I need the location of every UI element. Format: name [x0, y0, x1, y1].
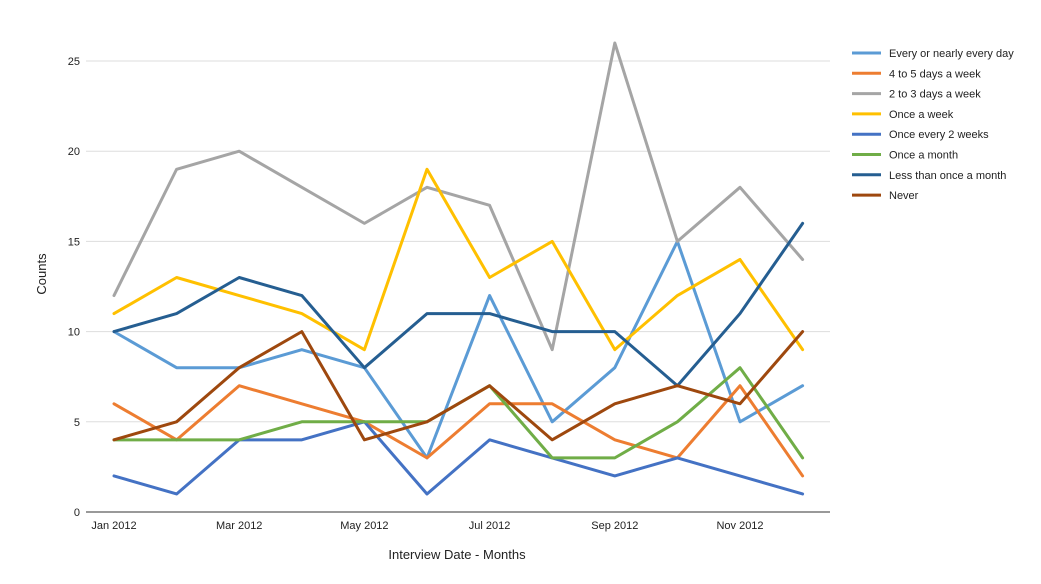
legend-label: Never: [889, 190, 919, 202]
legend-label: Once every 2 weeks: [889, 129, 989, 141]
series-line-once-a-week: [112, 167, 805, 352]
legend-item-every-or-nearly-every-day: Every or nearly every day: [852, 48, 1014, 60]
y-tick-label: 10: [68, 327, 80, 339]
legend-label: Once a week: [889, 109, 954, 121]
y-tick-label: 20: [68, 146, 80, 158]
series-line-every-or-nearly-every-day: [112, 239, 805, 460]
legend-item-once-a-month: Once a month: [852, 150, 958, 162]
x-axis-ticks: Jan 2012 Mar 2012 May 2012 Jul 2012 Sep 2012…: [91, 520, 763, 532]
series-line-once-every-2-weeks: [112, 420, 805, 496]
x-tick-label: Mar 2012: [216, 520, 262, 532]
y-tick-label: 0: [74, 507, 80, 519]
x-tick-label: Jan 2012: [91, 520, 136, 532]
x-tick-label: Jul 2012: [469, 520, 511, 532]
legend-item-2-to-3-days-a-week: 2 to 3 days a week: [852, 89, 981, 101]
legend-item-once-every-2-weeks: Once every 2 weeks: [852, 129, 989, 141]
legend-item-once-a-week: Once a week: [852, 109, 954, 121]
series-line-never: [112, 330, 805, 442]
legend-item-less-than-once-a-month: Less than once a month: [852, 170, 1006, 182]
legend-item-never: Never: [852, 190, 919, 202]
gridlines: [86, 60, 830, 513]
legend-label: 2 to 3 days a week: [889, 89, 981, 101]
y-axis-ticks: 0 5 10 15 20 25: [68, 56, 80, 519]
y-tick-label: 5: [74, 417, 80, 429]
y-axis-title: Counts: [34, 253, 49, 295]
x-tick-label: Nov 2012: [716, 520, 763, 532]
legend-label: 4 to 5 days a week: [889, 68, 981, 80]
y-tick-label: 25: [68, 56, 80, 68]
series-line-4-to-5-days-a-week: [112, 384, 805, 478]
legend-label: Once a month: [889, 150, 958, 162]
legend-item-4-to-5-days-a-week: 4 to 5 days a week: [852, 68, 981, 80]
series-line-less-than-once-a-month: [112, 221, 805, 388]
legend: Every or nearly every day 4 to 5 days a w…: [852, 48, 1014, 202]
series-line-2-to-3-days-a-week: [112, 41, 805, 352]
y-tick-label: 15: [68, 236, 80, 248]
series-line-once-a-month: [112, 366, 805, 460]
x-tick-label: Sep 2012: [591, 520, 638, 532]
series-lines: [112, 41, 805, 496]
legend-label: Less than once a month: [889, 170, 1006, 182]
x-axis-title: Interview Date - Months: [388, 547, 526, 562]
legend-label: Every or nearly every day: [889, 48, 1014, 60]
x-tick-label: May 2012: [340, 520, 388, 532]
